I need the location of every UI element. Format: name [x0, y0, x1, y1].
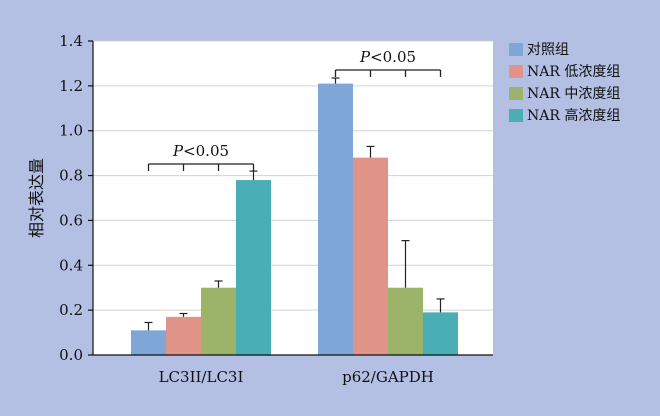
bar [201, 287, 236, 355]
x-tick-label: LC3II/LC3I [159, 368, 244, 386]
x-ticks: LC3II/LC3I p62/GAPDH [159, 368, 434, 386]
y-tick-label: 1.4 [59, 32, 83, 50]
y-tick-label: 1.2 [59, 77, 83, 95]
bar [353, 157, 388, 355]
bar [423, 312, 458, 355]
bar [318, 83, 353, 355]
legend-label: NAR 中浓度组 [527, 86, 620, 102]
y-tick-label: 0.8 [59, 167, 83, 185]
legend-swatch [509, 43, 523, 56]
bars [131, 77, 458, 355]
legend-label: 对照组 [527, 42, 569, 58]
y-tick-label: 1.0 [59, 122, 83, 140]
bar [131, 330, 166, 355]
y-axis-label: 相对表达量 [27, 158, 46, 238]
x-tick-label: p62/GAPDH [342, 368, 434, 386]
legend-swatch [509, 87, 523, 100]
legend-swatch [509, 65, 523, 78]
plot-area [93, 41, 493, 355]
legend-label: NAR 高浓度组 [527, 107, 620, 124]
grid-lines [93, 40, 493, 311]
bar [236, 180, 271, 355]
y-ticks: 0.0 0.2 0.4 0.6 0.8 1.0 1.2 1.4 [59, 32, 93, 364]
y-tick-label: 0.0 [59, 346, 83, 364]
significance-label: P<0.05 [359, 48, 416, 66]
bar [388, 287, 423, 355]
legend-swatch [509, 109, 523, 122]
y-tick-label: 0.4 [59, 256, 83, 274]
significance-annotations: P<0.05 P<0.05 [147, 48, 442, 171]
y-tick-label: 0.2 [59, 301, 83, 319]
axes [92, 41, 493, 356]
legend-label: NAR 低浓度组 [527, 64, 620, 80]
legend: 对照组 NAR 低浓度组 NAR 中浓度组 NAR 高浓度组 [509, 42, 620, 124]
y-tick-label: 0.6 [59, 211, 83, 229]
bar [166, 316, 201, 355]
significance-label: P<0.05 [172, 142, 229, 160]
